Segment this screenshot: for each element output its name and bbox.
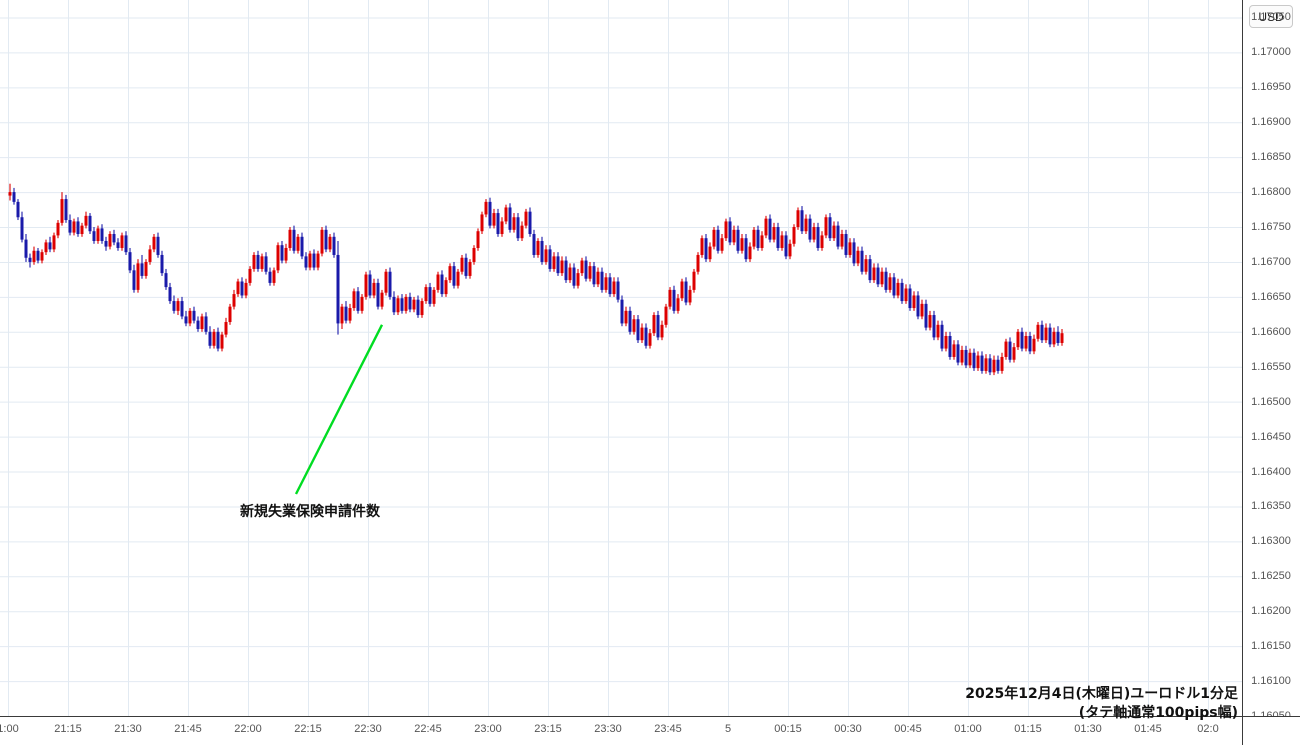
price-axis[interactable]: USD 1.17050 1.17000 1.16950 1.16900 1.16850 1… (1242, 0, 1300, 722)
price-axis-tick: 1.16550 (1251, 360, 1291, 373)
time-axis-tick: 23:00 (474, 723, 502, 735)
price-axis-tick: 1.16600 (1251, 325, 1291, 338)
price-axis-tick: 1.16950 (1251, 81, 1291, 94)
time-axis[interactable]: 1:00 21:15 21:30 21:45 22:00 22:15 22:30 22:45 2… (0, 716, 1242, 745)
price-axis-tick: 1.16350 (1251, 500, 1291, 513)
time-axis-tick: 00:15 (774, 723, 802, 735)
time-axis-tick: 22:15 (294, 723, 322, 735)
axis-corner (1242, 716, 1300, 745)
time-axis-tick: 21:30 (114, 723, 142, 735)
price-axis-tick: 1.16450 (1251, 430, 1291, 443)
time-axis-tick: 21:45 (174, 723, 202, 735)
caption-line-1: 2025年12月4日(木曜日)ユーロドル1分足 (965, 686, 1238, 703)
candlestick-series (8, 183, 1064, 376)
time-axis-tick: 22:45 (414, 723, 442, 735)
time-axis-tick: 22:00 (234, 723, 262, 735)
price-axis-tick: 1.16850 (1251, 151, 1291, 164)
time-axis-tick: 21:15 (54, 723, 82, 735)
time-axis-tick: 00:30 (834, 723, 862, 735)
time-axis-tick: 02:0 (1197, 723, 1219, 735)
time-axis-tick: 1:00 (0, 723, 19, 735)
time-axis-tick: 23:30 (594, 723, 622, 735)
price-axis-tick: 1.16400 (1251, 465, 1291, 478)
currency-badge: USD (1249, 5, 1293, 28)
time-axis-tick: 01:15 (1014, 723, 1042, 735)
price-axis-tick: 1.16750 (1251, 221, 1291, 234)
time-axis-tick: 01:30 (1074, 723, 1102, 735)
time-axis-tick: 22:30 (354, 723, 382, 735)
price-axis-tick: 1.17000 (1251, 46, 1291, 59)
price-axis-tick: 1.16700 (1251, 255, 1291, 268)
event-annotation-label: 新規失業保険申請件数 (240, 504, 380, 520)
price-axis-tick: 1.17050 (1251, 11, 1291, 24)
caption-line-2: (タテ軸通常100pips幅) (1078, 705, 1238, 722)
chart-caption: 2025年12月4日(木曜日)ユーロドル1分足 (タテ軸通常100pips幅) (965, 685, 1238, 723)
price-axis-tick: 1.16300 (1251, 535, 1291, 548)
time-axis-tick: 00:45 (894, 723, 922, 735)
time-axis-tick: 01:00 (954, 723, 982, 735)
time-axis-tick: 23:15 (534, 723, 562, 735)
price-axis-tick: 1.16100 (1251, 675, 1291, 688)
price-axis-tick: 1.16650 (1251, 290, 1291, 303)
price-axis-tick: 1.16150 (1251, 640, 1291, 653)
price-axis-tick: 1.16250 (1251, 570, 1291, 583)
event-arrow-annotation (294, 324, 384, 495)
price-axis-tick: 1.16800 (1251, 186, 1291, 199)
price-axis-tick: 1.16500 (1251, 395, 1291, 408)
price-axis-tick: 1.16900 (1251, 116, 1291, 129)
price-axis-tick: 1.16200 (1251, 605, 1291, 618)
time-axis-tick: 23:45 (654, 723, 682, 735)
chart-plot-area[interactable]: 新規失業保険申請件数 (0, 0, 1242, 716)
time-axis-tick: 5 (724, 723, 732, 735)
chart-gridlines (0, 0, 1242, 716)
time-axis-tick: 01:45 (1134, 723, 1162, 735)
